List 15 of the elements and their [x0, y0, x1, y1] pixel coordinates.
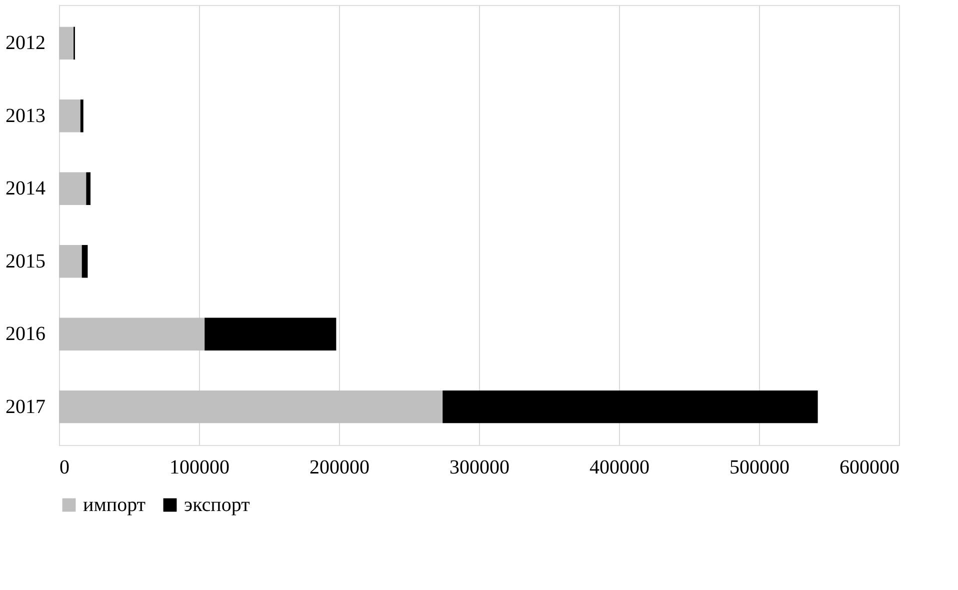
x-tick-label: 400000 — [590, 456, 650, 478]
y-tick-label: 2016 — [6, 323, 46, 346]
x-tick-label: 200000 — [310, 456, 370, 478]
x-tick-label: 100000 — [170, 456, 230, 478]
x-tick-label: 300000 — [450, 456, 510, 478]
y-tick-label: 2014 — [6, 178, 46, 200]
y-tick-label: 2013 — [6, 104, 46, 127]
y-tick-label: 2015 — [6, 250, 46, 272]
y-tick-label: 2017 — [6, 396, 46, 418]
x-tick-label: 500000 — [730, 456, 790, 478]
x-tick-label: 600000 — [840, 456, 900, 478]
legend-label: экспорт — [184, 494, 250, 516]
x-tick-label: 0 — [60, 456, 70, 478]
y-tick-label: 2012 — [6, 32, 46, 54]
legend-label: импорт — [83, 494, 146, 516]
